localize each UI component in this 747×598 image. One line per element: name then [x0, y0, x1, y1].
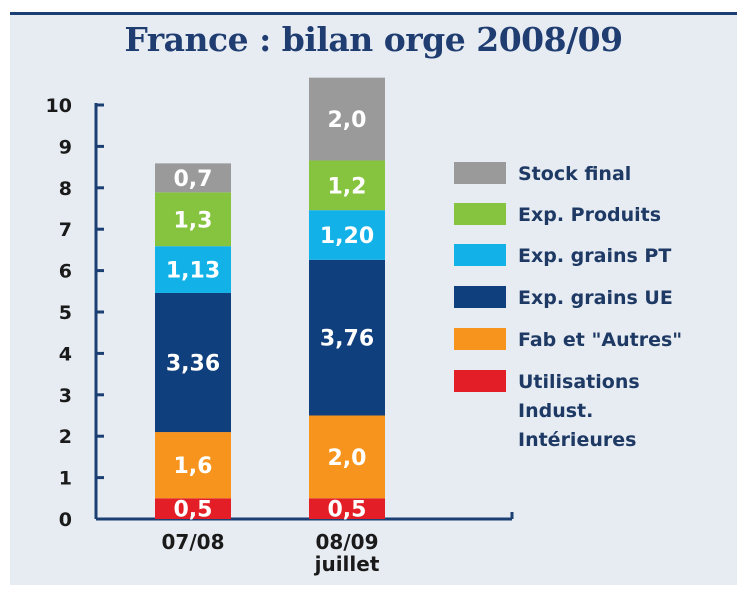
x-category-label-line: 07/08 — [162, 530, 225, 554]
legend-label: Exp. Produits — [518, 204, 661, 226]
data-label: 1,6 — [174, 454, 213, 479]
data-label: 2,0 — [328, 446, 367, 471]
legend-label-line: Intérieures — [518, 429, 636, 451]
legend-label-line: Fab et "Autres" — [518, 329, 682, 351]
legend-swatch — [454, 203, 506, 225]
y-tick-label: 8 — [59, 178, 72, 200]
legend-label-line: Indust. — [518, 400, 593, 422]
data-label: 3,76 — [320, 327, 374, 352]
legend-swatch — [454, 370, 506, 392]
legend-swatch — [454, 328, 506, 350]
data-label: 1,3 — [174, 208, 213, 233]
legend-label: Exp. grains UE — [518, 287, 673, 309]
bar-segment — [309, 415, 385, 499]
legend-label-line: Utilisations — [518, 371, 640, 393]
bar-segment — [309, 210, 385, 260]
y-tick-label: 5 — [59, 302, 72, 324]
legend-label: Exp. grains PT — [518, 245, 671, 267]
legend-label-line: Exp. grains PT — [518, 245, 671, 267]
x-category-label-line: juillet — [314, 552, 380, 576]
data-label: 0,5 — [328, 498, 367, 523]
bar-segment — [155, 432, 231, 499]
chart-title: France : bilan orge 2008/09 — [124, 20, 623, 59]
y-tick-label: 2 — [59, 426, 72, 448]
bar-segment — [309, 498, 385, 519]
legend-label-line: Exp. grains UE — [518, 287, 673, 309]
data-label: 1,13 — [166, 259, 220, 284]
x-category-label-line: 08/09 — [316, 530, 379, 554]
bar-segment — [309, 77, 385, 161]
legend-label-line: Stock final — [518, 163, 631, 185]
bar-segment — [155, 163, 231, 193]
legend-swatch — [454, 244, 506, 266]
y-tick-label: 3 — [59, 385, 72, 407]
bar-segment — [309, 160, 385, 211]
x-category-label: 07/08 — [162, 530, 225, 554]
bar-segment — [155, 498, 231, 519]
data-label: 2,0 — [328, 108, 367, 133]
bar-segment — [155, 192, 231, 247]
y-tick-label: 9 — [59, 136, 72, 158]
legend-label: Stock final — [518, 163, 631, 185]
bars: 07/08 0,5 1,6 3,36 1,13 1,3 0,7 08/09 juillet 0,5… — [155, 77, 385, 576]
data-label: 1,2 — [328, 174, 367, 199]
data-label: 0,7 — [174, 167, 213, 192]
legend-label: Utilisations Indust. Intérieures — [518, 371, 640, 451]
y-tick-label: 1 — [59, 468, 72, 490]
y-tick-label: 6 — [59, 261, 72, 283]
data-label: 0,5 — [174, 498, 213, 523]
legend-swatch — [454, 286, 506, 308]
data-label: 1,20 — [320, 224, 374, 249]
y-tick-label: 7 — [59, 219, 72, 241]
y-tick-label: 4 — [59, 343, 72, 365]
x-category-label: 08/09 juillet — [314, 530, 380, 576]
bar-segment — [155, 246, 231, 293]
legend-label: Fab et "Autres" — [518, 329, 682, 351]
y-tick-label: 10 — [46, 95, 72, 117]
legend-label-line: Exp. Produits — [518, 204, 661, 226]
data-label: 3,36 — [166, 352, 220, 377]
axes: 0 1 2 3 4 5 6 7 8 9 10 — [46, 95, 514, 531]
legend: Stock final Exp. Produits Exp. grains PT Ex… — [454, 162, 682, 451]
y-tick-label: 0 — [59, 509, 72, 531]
legend-swatch — [454, 162, 506, 184]
bar-segment — [309, 259, 385, 416]
bar-segment — [155, 292, 231, 433]
